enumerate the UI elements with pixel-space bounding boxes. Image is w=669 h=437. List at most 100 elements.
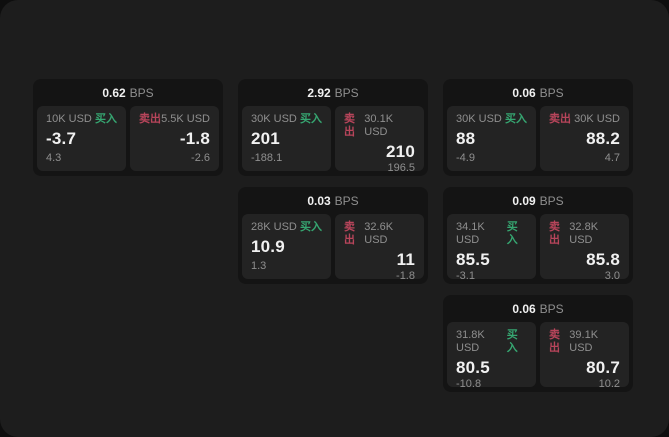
sell-price: 85.8: [586, 250, 620, 269]
card-header: 0.09 BPS: [447, 187, 629, 214]
quote-panels: 34.1K USD 买入 85.5 -3.1 卖出 32.8K USD 85.8…: [447, 214, 629, 282]
sell-tag: 卖出: [549, 329, 560, 354]
buy-panel[interactable]: 34.1K USD 买入 85.5 -3.1: [447, 214, 536, 282]
sell-panel[interactable]: 卖出 32.6K USD 11 -1.8: [335, 214, 424, 282]
sell-tag: 卖出: [549, 113, 571, 125]
sell-amount: 30.1K USD: [364, 113, 394, 138]
quote-card: 0.06 BPS 31.8K USD 买入 80.5 -10.8 卖出 39.1…: [443, 295, 633, 392]
quote-card: 0.62 BPS 10K USD 买入 -3.7 4.3 卖出 5.5K USD…: [33, 79, 223, 176]
sell-panel-header: 卖出 5.5K USD: [139, 113, 210, 126]
buy-delta: -4.9: [456, 152, 475, 164]
quote-panels: 10K USD 买入 -3.7 4.3 卖出 5.5K USD -1.8 -2.…: [37, 106, 219, 171]
bps-unit-label: BPS: [539, 301, 564, 316]
buy-tag: 买入: [300, 113, 322, 125]
sell-amount: 32.6K USD: [364, 221, 394, 246]
quote-panels: 30K USD 买入 201 -188.1 卖出 30.1K USD 210 1…: [242, 106, 424, 174]
card-header: 2.92 BPS: [242, 79, 424, 106]
bps-value: 0.06: [512, 85, 536, 100]
sell-price: 80.7: [586, 358, 620, 377]
bps-unit-label: BPS: [129, 85, 154, 100]
sell-panel[interactable]: 卖出 30.1K USD 210 196.5: [335, 106, 424, 174]
buy-tag: 买入: [300, 221, 322, 233]
sell-price: 11: [396, 250, 415, 269]
sell-delta: 196.5: [387, 162, 415, 174]
sell-delta: 10.2: [598, 378, 620, 390]
quote-card: 0.09 BPS 34.1K USD 买入 85.5 -3.1 卖出 32.8K…: [443, 187, 633, 284]
sell-tag: 卖出: [139, 113, 161, 125]
sell-tag: 卖出: [549, 221, 560, 246]
quote-panels: 31.8K USD 买入 80.5 -10.8 卖出 39.1K USD 80.…: [447, 322, 629, 390]
sell-panel[interactable]: 卖出 39.1K USD 80.7 10.2: [540, 322, 629, 390]
bps-value: 0.09: [512, 193, 536, 208]
buy-tag: 买入: [506, 221, 518, 246]
sell-delta: 3.0: [604, 270, 620, 282]
sell-delta: -1.8: [396, 270, 415, 282]
bps-value: 2.92: [307, 85, 331, 100]
bps-unit-label: BPS: [539, 193, 564, 208]
bps-value: 0.62: [102, 85, 126, 100]
sell-tag: 卖出: [344, 113, 355, 138]
buy-price: 88: [456, 129, 476, 148]
bps-value: 0.03: [307, 193, 331, 208]
bps-value: 0.06: [512, 301, 536, 316]
buy-panel-header: 28K USD 买入: [251, 221, 322, 234]
buy-panel-header: 31.8K USD 买入: [456, 329, 527, 355]
sell-panel[interactable]: 卖出 30K USD 88.2 4.7: [540, 106, 629, 171]
buy-tag: 买入: [505, 113, 527, 125]
sell-delta: 4.7: [604, 152, 620, 164]
quote-cards-grid: 0.62 BPS 10K USD 买入 -3.7 4.3 卖出 5.5K USD…: [33, 79, 633, 392]
buy-amount: 30K USD: [251, 113, 297, 125]
buy-tag: 买入: [506, 329, 518, 354]
buy-panel[interactable]: 30K USD 买入 88 -4.9: [447, 106, 536, 171]
buy-price: 80.5: [456, 358, 490, 377]
bps-unit-label: BPS: [334, 85, 359, 100]
card-header: 0.06 BPS: [447, 79, 629, 106]
sell-panel-header: 卖出 32.8K USD: [549, 221, 620, 247]
buy-panel[interactable]: 10K USD 买入 -3.7 4.3: [37, 106, 126, 171]
quote-card: 0.06 BPS 30K USD 买入 88 -4.9 卖出 30K USD 8…: [443, 79, 633, 176]
buy-panel-header: 10K USD 买入: [46, 113, 117, 126]
quote-card: 0.03 BPS 28K USD 买入 10.9 1.3 卖出 32.6K US…: [238, 187, 428, 284]
sell-price: 88.2: [586, 129, 620, 148]
buy-delta: 4.3: [46, 152, 62, 164]
buy-delta: -10.8: [456, 378, 482, 390]
sell-delta: -2.6: [191, 152, 210, 164]
buy-price: 10.9: [251, 237, 285, 256]
sell-panel[interactable]: 卖出 5.5K USD -1.8 -2.6: [130, 106, 219, 171]
buy-price: 85.5: [456, 250, 490, 269]
buy-panel-header: 34.1K USD 买入: [456, 221, 527, 247]
sell-price: 210: [386, 142, 415, 161]
sell-amount: 39.1K USD: [569, 329, 599, 354]
buy-panel-header: 30K USD 买入: [456, 113, 527, 126]
sell-amount: 30K USD: [574, 113, 620, 125]
bps-unit-label: BPS: [539, 85, 564, 100]
sell-amount: 5.5K USD: [161, 113, 210, 125]
sell-amount: 32.8K USD: [569, 221, 599, 246]
buy-amount: 31.8K USD: [456, 329, 485, 354]
sell-panel[interactable]: 卖出 32.8K USD 85.8 3.0: [540, 214, 629, 282]
card-header: 0.06 BPS: [447, 295, 629, 322]
buy-delta: -3.1: [456, 270, 475, 282]
card-header: 0.03 BPS: [242, 187, 424, 214]
buy-amount: 10K USD: [46, 113, 92, 125]
buy-amount: 28K USD: [251, 221, 297, 233]
sell-panel-header: 卖出 30.1K USD: [344, 113, 415, 139]
buy-panel[interactable]: 28K USD 买入 10.9 1.3: [242, 214, 331, 279]
buy-amount: 34.1K USD: [456, 221, 485, 246]
sell-tag: 卖出: [344, 221, 355, 246]
sell-price: -1.8: [179, 129, 210, 148]
buy-price: -3.7: [46, 129, 77, 148]
buy-delta: -188.1: [251, 152, 283, 164]
buy-tag: 买入: [95, 113, 117, 125]
card-header: 0.62 BPS: [37, 79, 219, 106]
buy-amount: 30K USD: [456, 113, 502, 125]
buy-panel[interactable]: 31.8K USD 买入 80.5 -10.8: [447, 322, 536, 390]
bps-unit-label: BPS: [334, 193, 359, 208]
quote-panels: 30K USD 买入 88 -4.9 卖出 30K USD 88.2 4.7: [447, 106, 629, 171]
quote-card: 2.92 BPS 30K USD 买入 201 -188.1 卖出 30.1K …: [238, 79, 428, 176]
buy-delta: 1.3: [251, 260, 267, 272]
buy-panel[interactable]: 30K USD 买入 201 -188.1: [242, 106, 331, 171]
buy-price: 201: [251, 129, 280, 148]
